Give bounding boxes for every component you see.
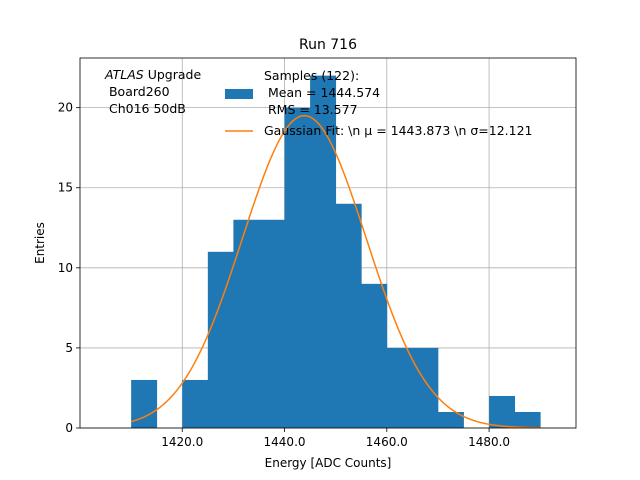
svg-text:ATLAS Upgrade: ATLAS Upgrade	[104, 67, 201, 82]
y-tick-label: 15	[58, 181, 73, 195]
chart-title: Run 716	[299, 37, 357, 53]
histogram-bar	[207, 251, 234, 428]
x-axis-ticks: 1420.0 1440.0 1460.0 1480.0	[161, 428, 510, 449]
atlas-annotation: ATLAS Upgrade Board260 Ch016 50dB	[104, 67, 201, 116]
axes-frame	[79, 57, 577, 429]
y-tick-label: 10	[58, 261, 73, 275]
histogram-bar	[412, 347, 439, 428]
histogram-bar	[310, 75, 337, 428]
histogram-bar	[489, 395, 516, 428]
legend: Samples (122): Mean = 1444.574 RMS = 13.…	[225, 68, 533, 138]
x-axis-label: Energy [ADC Counts]	[265, 456, 392, 470]
legend-label-samples-line3: RMS = 13.577	[264, 102, 358, 117]
histogram-bar	[361, 283, 388, 428]
y-tick-label: 0	[65, 421, 73, 435]
gaussian-fit-line	[130, 114, 541, 429]
legend-label-samples-line1: Samples (122):	[264, 68, 359, 83]
histogram-bar	[386, 347, 413, 428]
y-axis-label: Entries	[33, 222, 47, 264]
histogram-bar	[182, 379, 209, 428]
legend-swatch-samples	[225, 89, 253, 99]
y-axis-ticks: 0 5 10 15 20	[58, 101, 80, 435]
legend-label-gaussian: Gaussian Fit: \n μ = 1443.873 \n σ=12.12…	[264, 123, 533, 138]
x-tick-label: 1440.0	[264, 435, 306, 449]
y-tick-label: 5	[65, 341, 73, 355]
annotation-channel: Ch016 50dB	[105, 101, 186, 116]
x-tick-label: 1460.0	[366, 435, 408, 449]
annotation-atlas: ATLAS	[104, 67, 144, 82]
histogram-bar	[335, 203, 362, 428]
x-tick-label: 1420.0	[161, 435, 203, 449]
histogram-bar	[284, 107, 311, 428]
annotation-upgrade: Upgrade	[144, 67, 202, 82]
histogram-bar	[258, 219, 285, 428]
legend-label-samples-line2: Mean = 1444.574	[264, 85, 380, 100]
y-tick-label: 20	[58, 101, 73, 115]
x-tick-label: 1480.0	[468, 435, 510, 449]
annotation-board: Board260	[105, 84, 170, 99]
histogram-bars	[131, 75, 541, 428]
histogram-bar	[514, 411, 541, 428]
histogram-bar	[437, 411, 464, 428]
histogram-bar	[233, 219, 260, 428]
